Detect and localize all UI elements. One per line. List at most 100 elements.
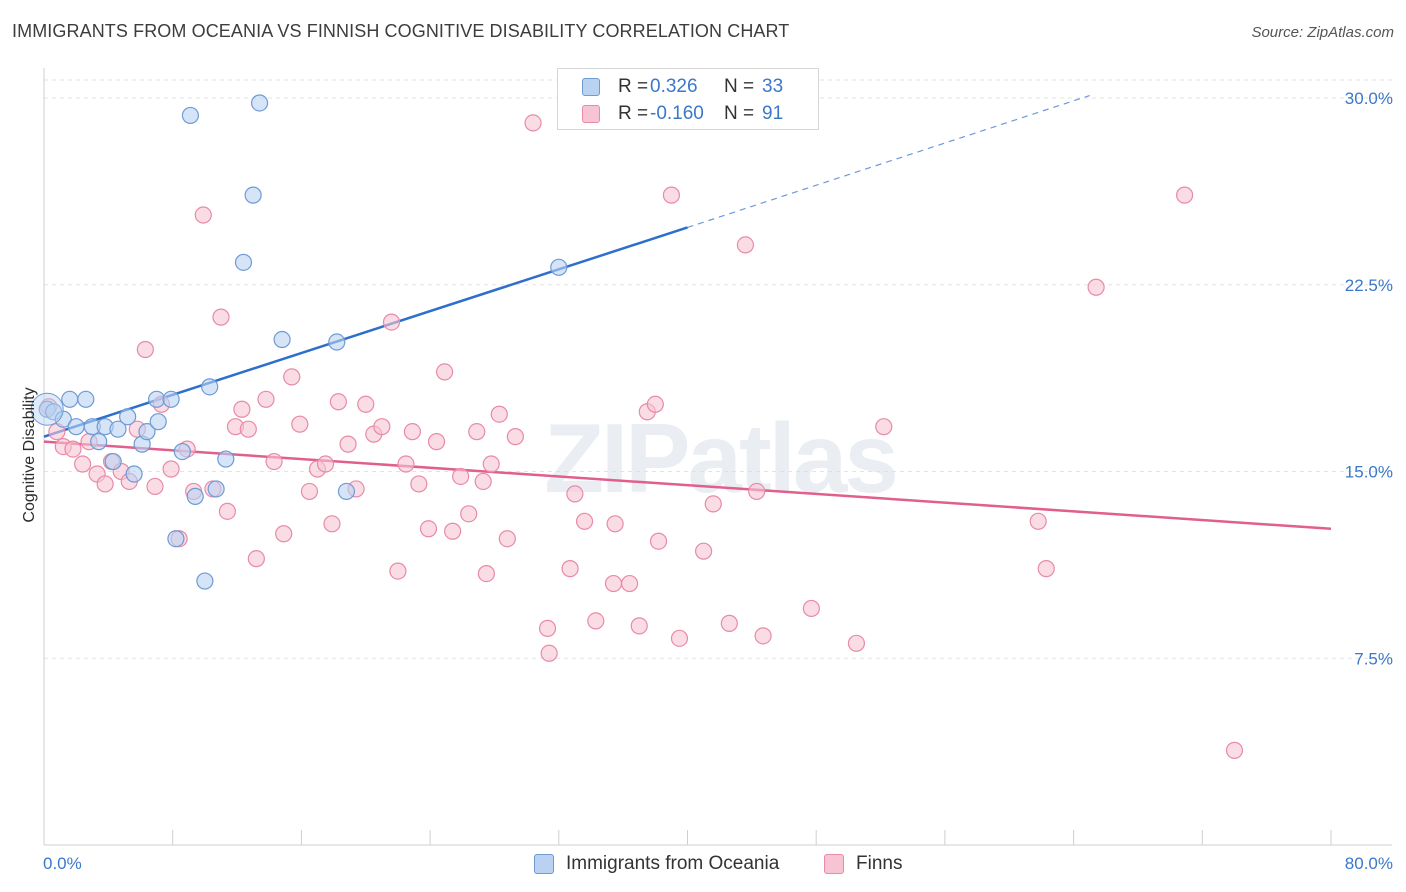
blue-point	[67, 418, 85, 436]
pink-point	[748, 482, 766, 501]
pink-point	[329, 393, 348, 411]
bottom-legend-label: Immigrants from Oceania	[566, 853, 780, 874]
pink-point	[403, 423, 422, 441]
pink-point	[694, 542, 713, 560]
blue-point	[173, 442, 191, 461]
r-value: -0.160	[650, 103, 704, 124]
pink-point	[1087, 278, 1105, 296]
blue-point	[217, 450, 235, 468]
x-tick-label: 80.0%	[1345, 854, 1393, 873]
pink-point	[136, 340, 154, 359]
pink-point	[74, 455, 92, 473]
blue-point	[138, 423, 156, 441]
blue-point	[201, 378, 219, 396]
pink-trend-line	[43, 440, 1332, 531]
n-label: N =	[724, 103, 755, 124]
bottom-legend-finns[interactable]: Finns	[824, 852, 902, 876]
pink-point	[620, 574, 639, 593]
pink-point	[1037, 560, 1055, 578]
blue-point	[148, 390, 166, 408]
y-axis-label: Cognitive Disability	[21, 387, 38, 522]
pink-point	[247, 550, 265, 568]
pink-point	[275, 525, 293, 543]
blue-point	[550, 258, 568, 276]
pink-point	[283, 368, 301, 386]
pink-point	[498, 530, 516, 548]
pink-point	[435, 363, 454, 381]
pink-point	[538, 619, 557, 637]
pink-point	[257, 390, 275, 408]
pink-point	[410, 475, 428, 493]
blue-point	[90, 433, 108, 451]
pink-point	[606, 515, 624, 533]
pink-point	[212, 308, 230, 326]
legend-swatch-pink	[582, 105, 600, 123]
pink-point	[490, 405, 508, 423]
pink-point	[482, 455, 500, 473]
legend-row-oceania: R = 0.326 N = 33	[558, 75, 783, 99]
bottom-legend-oceania[interactable]: Immigrants from Oceania	[534, 852, 779, 876]
pink-point	[524, 114, 542, 132]
pink-point	[662, 186, 681, 204]
pink-point	[540, 644, 558, 662]
pink-point	[452, 467, 470, 486]
bottom-swatch-pink	[824, 854, 844, 874]
blue-point	[125, 465, 143, 483]
blue-point	[104, 452, 122, 471]
blue-point	[250, 94, 269, 112]
blue-point	[109, 420, 127, 438]
pink-point	[96, 475, 114, 493]
pink-point	[720, 614, 738, 632]
blue-point	[167, 530, 185, 548]
blue-point	[244, 186, 262, 204]
pink-point	[373, 418, 391, 436]
pink-point	[561, 560, 579, 578]
blue-point	[181, 106, 199, 125]
pink-point	[704, 495, 722, 513]
pink-point	[300, 482, 319, 501]
pink-point	[64, 440, 82, 458]
y-tick-label: 7.5%	[1354, 649, 1393, 668]
y-tick-label: 15.0%	[1345, 463, 1393, 482]
pink-point	[339, 435, 357, 453]
source-note: Source: ZipAtlas.com	[1251, 24, 1394, 41]
grid-lines	[44, 79, 1392, 659]
pink-point	[477, 564, 496, 583]
pink-point	[604, 574, 623, 593]
pink-point	[802, 599, 820, 618]
axis-labels: 7.5% 15.0% 22.5% 30.0% 0.0% 80.0%	[43, 89, 1393, 873]
blue-point	[61, 390, 79, 408]
pink-point	[646, 395, 664, 413]
pink-point	[460, 505, 478, 523]
axes	[43, 68, 1392, 846]
blue-point	[119, 408, 137, 426]
pink-point	[419, 520, 438, 538]
blue-point-large	[30, 392, 64, 426]
r-label: R =	[618, 76, 649, 97]
pink-point	[389, 562, 407, 580]
blue-point	[234, 253, 253, 271]
r-label: R =	[618, 103, 649, 124]
pink-point	[474, 472, 492, 491]
pink-point	[566, 485, 584, 503]
pink-point	[1029, 512, 1047, 530]
pink-point	[444, 522, 462, 540]
blue-point	[149, 413, 167, 431]
pink-point	[265, 452, 283, 471]
pink-point	[323, 515, 341, 533]
pink-point	[316, 455, 335, 473]
pink-point	[1225, 741, 1244, 759]
pink-point	[649, 532, 668, 550]
blue-point	[328, 333, 346, 351]
stats-legend: R = 0.326 N = 33 R = -0.160 N = 91	[557, 68, 819, 130]
pink-point	[291, 415, 309, 433]
pink-point	[357, 395, 375, 413]
blue-point	[162, 390, 180, 408]
pink-point	[239, 420, 257, 438]
bottom-swatch-blue	[534, 854, 554, 874]
pink-point	[736, 236, 755, 254]
pink-point	[506, 428, 524, 446]
pink-point	[146, 477, 164, 496]
x-tick-label: 0.0%	[43, 854, 82, 873]
